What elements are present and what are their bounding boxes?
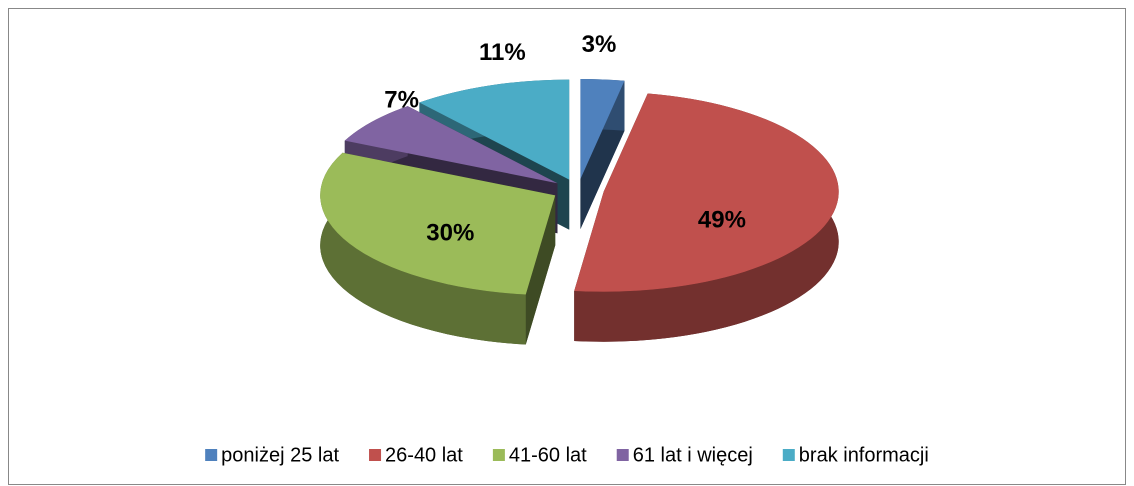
legend-label: brak informacji <box>799 444 929 466</box>
slice <box>580 78 625 179</box>
legend-label: 61 lat i więcej <box>633 444 753 466</box>
data-label: 3% <box>582 31 617 58</box>
legend-label: 41-60 lat <box>509 444 587 466</box>
legend-swatch <box>205 449 218 461</box>
slice <box>320 152 556 295</box>
data-label: 7% <box>384 86 419 113</box>
legend-swatch <box>616 449 629 461</box>
data-label: 30% <box>426 220 474 247</box>
data-label: 49% <box>698 207 746 234</box>
slice <box>574 93 839 292</box>
legend-swatch <box>369 449 382 461</box>
slice-side <box>320 152 526 345</box>
slice <box>344 106 558 184</box>
legend-label: poniżej 25 lat <box>221 444 339 466</box>
data-label: 11% <box>479 39 526 66</box>
legend-label: 26-40 lat <box>385 444 463 466</box>
legend-swatch <box>782 449 795 461</box>
slice <box>419 79 570 180</box>
legend-swatch <box>492 449 505 461</box>
